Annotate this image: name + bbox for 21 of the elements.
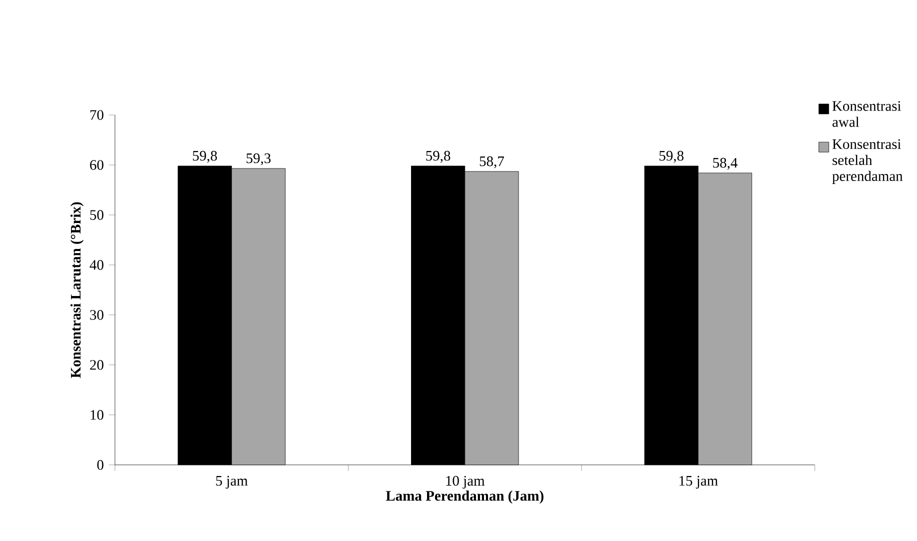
x-tick-label: 10 jam bbox=[446, 476, 485, 489]
data-label: 59,8 bbox=[426, 150, 450, 163]
x-axis-title: Lama Perendaman (Jam) bbox=[386, 490, 544, 504]
legend-label: Konsentrasi setelah perendaman bbox=[832, 139, 903, 184]
data-label: 58,4 bbox=[713, 158, 738, 170]
y-tick-label: 40 bbox=[90, 260, 104, 270]
data-label: 59,8 bbox=[660, 150, 684, 163]
data-label: 58,7 bbox=[480, 156, 504, 168]
data-label: 59,8 bbox=[192, 150, 217, 163]
legend-label: Konsentrasi awal bbox=[832, 101, 901, 127]
data-label: 59,3 bbox=[246, 153, 271, 166]
x-tick-label: 5 jam bbox=[216, 476, 248, 489]
y-tick-label: 10 bbox=[90, 410, 104, 420]
y-tick-label: 0 bbox=[97, 460, 104, 470]
y-tick-label: 20 bbox=[90, 360, 104, 370]
y-tick-label: 50 bbox=[90, 210, 104, 220]
y-axis-title: Konsentrasi Larutan (°Brix) bbox=[70, 202, 84, 378]
x-tick-label: 15 jam bbox=[680, 476, 718, 489]
y-tick-label: 70 bbox=[90, 110, 104, 120]
y-tick-label: 60 bbox=[90, 160, 104, 170]
y-tick-label: 30 bbox=[90, 310, 104, 320]
